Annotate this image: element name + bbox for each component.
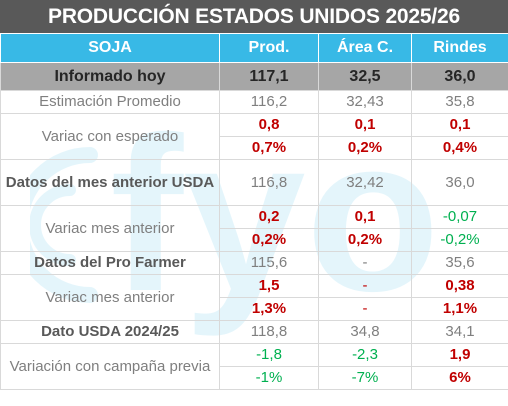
cell-prod: 117,1 bbox=[219, 62, 319, 91]
row-estimacion: Estimación Promedio 116,2 32,43 35,8 bbox=[0, 90, 508, 114]
row-var-mes-pct: 0,2% 0,2% -0,2% bbox=[1, 228, 508, 252]
cell-prod: 0,2% bbox=[219, 228, 319, 252]
cell-area: -7% bbox=[318, 366, 412, 390]
row-label: Estimación Promedio bbox=[0, 90, 220, 114]
cell-prod: -1,8 bbox=[219, 343, 319, 367]
cell-area: 34,8 bbox=[318, 320, 412, 344]
cell-prod: 0,2 bbox=[219, 205, 319, 229]
table-header-row: SOJA Prod. Área C. Rindes bbox=[0, 33, 508, 63]
cell-area: -2,3 bbox=[318, 343, 412, 367]
cell-prod: -1% bbox=[219, 366, 319, 390]
cell-area: 0,2% bbox=[318, 136, 412, 160]
cell-rindes: 0,38 bbox=[411, 274, 508, 298]
row-var-pro-pct: 1,3% - 1,1% bbox=[1, 297, 508, 321]
row-label: Datos del mes anterior USDA bbox=[0, 159, 220, 206]
cell-area: 32,5 bbox=[318, 62, 412, 91]
cell-rindes: 35,6 bbox=[411, 251, 508, 275]
row-var-mes-abs: Variac mes anterior 0,2 0,1 -0,07 bbox=[0, 205, 508, 252]
cell-prod: 0,7% bbox=[219, 136, 319, 160]
header-area: Área C. bbox=[318, 33, 412, 63]
cell-prod: 116,8 bbox=[219, 159, 319, 206]
cell-rindes: 36,0 bbox=[411, 159, 508, 206]
cell-area: 0,1 bbox=[318, 205, 412, 229]
soy-production-table: SOJA Prod. Área C. Rindes Informado hoy … bbox=[0, 33, 508, 390]
page-title: PRODUCCIÓN ESTADOS UNIDOS 2025/26 bbox=[0, 0, 508, 33]
row-label: Informado hoy bbox=[0, 62, 220, 91]
row-label: Variación con campaña previa bbox=[0, 343, 220, 390]
row-mes-anterior: Datos del mes anterior USDA 116,8 32,42 … bbox=[0, 159, 508, 206]
header-soja: SOJA bbox=[0, 33, 220, 63]
cell-rindes: 1,1% bbox=[411, 297, 508, 321]
cell-area: 0,1 bbox=[318, 113, 412, 137]
row-var-pro-abs: Variac mes anterior 1,5 - 0,38 bbox=[0, 274, 508, 321]
row-label: Dato USDA 2024/25 bbox=[0, 320, 220, 344]
row-informado-hoy: Informado hoy 117,1 32,5 36,0 bbox=[0, 62, 508, 91]
cell-area: - bbox=[318, 297, 412, 321]
cell-rindes: -0,07 bbox=[411, 205, 508, 229]
cell-prod: 1,3% bbox=[219, 297, 319, 321]
cell-prod: 116,2 bbox=[219, 90, 319, 114]
row-label: Variac con esperado bbox=[0, 113, 220, 160]
row-label: Variac mes anterior bbox=[0, 205, 220, 252]
cell-rindes: 1,9 bbox=[411, 343, 508, 367]
cell-prod: 0,8 bbox=[219, 113, 319, 137]
row-label: Datos del Pro Farmer bbox=[0, 251, 220, 275]
cell-rindes: 0,4% bbox=[411, 136, 508, 160]
row-var-campana-pct: -1% -7% 6% bbox=[1, 366, 508, 390]
cell-rindes: -0,2% bbox=[411, 228, 508, 252]
cell-rindes: 0,1 bbox=[411, 113, 508, 137]
row-pro-farmer: Datos del Pro Farmer 115,6 - 35,6 bbox=[0, 251, 508, 275]
row-label: Variac mes anterior bbox=[0, 274, 220, 321]
row-var-campana-abs: Variación con campaña previa -1,8 -2,3 1… bbox=[0, 343, 508, 390]
cell-rindes: 35,8 bbox=[411, 90, 508, 114]
cell-area: - bbox=[318, 251, 412, 275]
cell-prod: 115,6 bbox=[219, 251, 319, 275]
cell-area: 0,2% bbox=[318, 228, 412, 252]
header-rindes: Rindes bbox=[411, 33, 508, 63]
cell-area: 32,43 bbox=[318, 90, 412, 114]
cell-area: 32,42 bbox=[318, 159, 412, 206]
cell-rindes: 34,1 bbox=[411, 320, 508, 344]
row-var-esperado-abs: Variac con esperado 0,8 0,1 0,1 bbox=[0, 113, 508, 160]
row-usda-prev: Dato USDA 2024/25 118,8 34,8 34,1 bbox=[0, 320, 508, 344]
cell-prod: 118,8 bbox=[219, 320, 319, 344]
cell-rindes: 6% bbox=[411, 366, 508, 390]
header-prod: Prod. bbox=[219, 33, 319, 63]
cell-area: - bbox=[318, 274, 412, 298]
cell-rindes: 36,0 bbox=[411, 62, 508, 91]
cell-prod: 1,5 bbox=[219, 274, 319, 298]
